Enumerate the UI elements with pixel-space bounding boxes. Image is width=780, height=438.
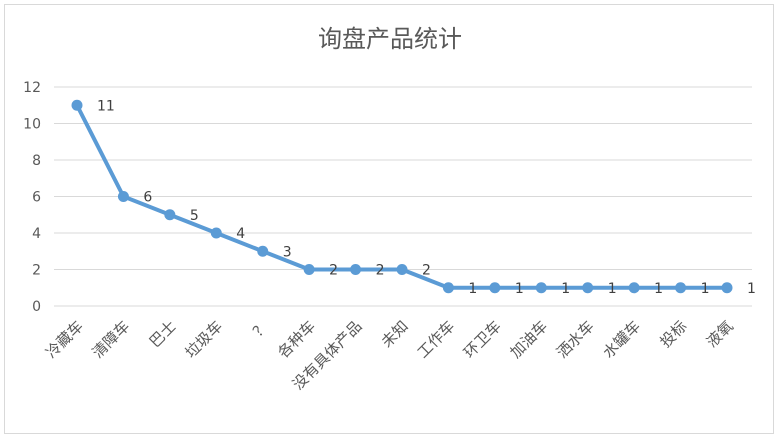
data-point	[257, 245, 269, 257]
data-label: 2	[422, 263, 431, 279]
data-label: 11	[97, 98, 115, 114]
data-point	[303, 264, 315, 275]
y-tick-label: 0	[32, 299, 41, 315]
y-tick-label: 8	[32, 153, 41, 169]
data-point	[71, 99, 83, 111]
data-point	[164, 209, 176, 221]
data-label: 1	[701, 281, 710, 297]
x-tick-label: 洒水车	[553, 317, 598, 362]
y-tick-label: 10	[23, 117, 41, 133]
chart-title: 询盘产品统计	[318, 25, 462, 53]
data-point	[489, 282, 501, 294]
y-tick-label: 12	[23, 80, 41, 96]
data-point	[721, 282, 733, 294]
y-tick-label: 4	[32, 226, 41, 242]
x-tick-label: 清障车	[89, 317, 134, 362]
data-point	[442, 282, 454, 294]
data-label: 1	[747, 281, 756, 297]
y-tick-label: 2	[32, 263, 41, 279]
x-tick-label: 水罐车	[599, 317, 644, 362]
x-tick-label: 环卫车	[460, 317, 505, 362]
x-tick-label: 工作车	[414, 317, 459, 362]
data-point	[675, 282, 687, 294]
data-label: 6	[143, 190, 152, 206]
x-tick-label: 冷藏车	[42, 317, 87, 362]
x-tick-label: 加油车	[507, 317, 552, 362]
data-point	[117, 191, 129, 202]
data-point	[210, 227, 222, 239]
chart-frame	[4, 4, 774, 434]
data-label: 2	[329, 263, 338, 279]
data-label: 1	[561, 281, 570, 297]
x-tick-label: 液氧	[703, 317, 737, 351]
data-point	[582, 282, 594, 294]
x-tick-label: 投标	[656, 317, 690, 351]
data-point	[535, 282, 547, 294]
y-tick-label: 6	[32, 190, 41, 206]
data-label: 3	[283, 244, 292, 260]
data-label: 4	[236, 226, 245, 242]
data-label: 5	[190, 208, 199, 224]
data-label: 2	[376, 263, 385, 279]
data-point	[628, 282, 640, 294]
data-label: 1	[515, 281, 524, 297]
data-label: 1	[468, 281, 477, 297]
x-tick-label: 巴士	[146, 317, 180, 351]
x-tick-label: ？	[249, 317, 272, 340]
data-point	[396, 264, 408, 275]
data-point	[350, 264, 362, 275]
x-tick-label: 垃圾车	[182, 317, 227, 362]
data-label: 1	[608, 281, 617, 297]
data-label: 1	[654, 281, 663, 297]
x-tick-label: 各种车	[274, 317, 319, 362]
x-tick-label: 未知	[378, 317, 412, 351]
